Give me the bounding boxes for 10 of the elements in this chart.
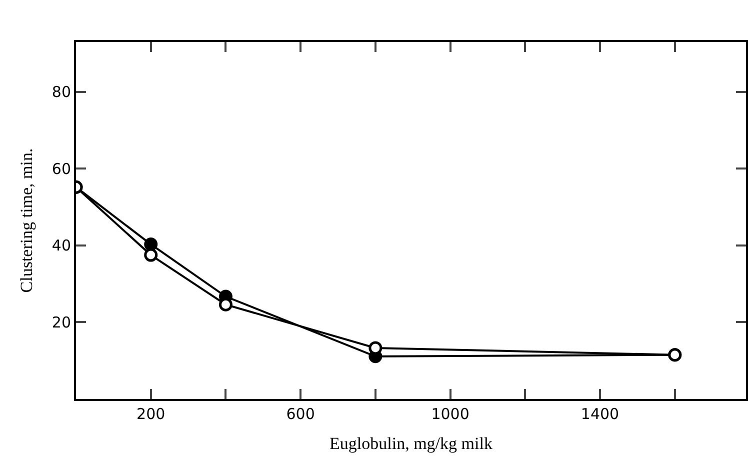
y-axis-title: Clustering time, min.	[16, 148, 36, 293]
y-tick-label: 20	[52, 313, 71, 332]
x-tick-label: 600	[286, 405, 315, 423]
y-tick-label: 80	[52, 83, 71, 102]
x-tick-label: 1000	[431, 405, 470, 423]
x-tick-label: 1400	[580, 405, 620, 423]
y-tick-label: 60	[52, 160, 71, 178]
y-tick-label: 40	[52, 236, 71, 255]
x-axis-title: Euglobulin, mg/kg milk	[330, 434, 493, 453]
x-tick-label: 200	[136, 405, 166, 423]
